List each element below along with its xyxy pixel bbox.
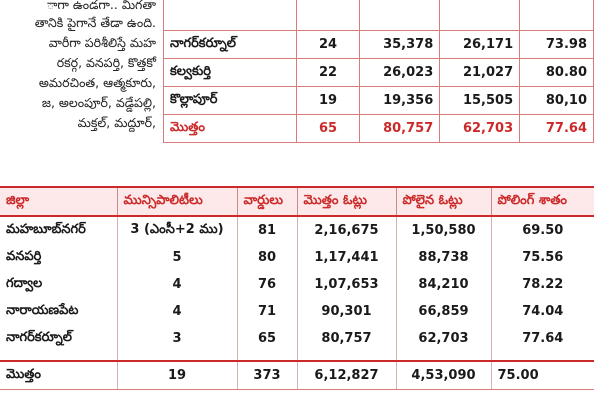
- table-row: నాగర్‌కర్నూల్ 3 65 80,757 62,703 77.64: [0, 325, 594, 352]
- article-line: రకర్గ, వనపర్తి, కొత్తకో: [56, 55, 156, 70]
- cell: 5: [117, 244, 238, 271]
- article-text-fragment: ాగా ఉండగా.. మిగతా తానికి పైగానే తేడా ఉంద…: [0, 0, 162, 165]
- cell: 15,505: [439, 86, 521, 115]
- table-row: వనపర్తి 5 80 1,17,441 88,738 75.56: [0, 244, 594, 271]
- cell: 75.56: [522, 250, 564, 265]
- cell: 19,356: [359, 86, 441, 115]
- total-row: మొత్తం 19 373 6,12,827 4,53,090 75.00: [0, 360, 594, 390]
- cell: 19: [117, 360, 238, 390]
- column-header: మున్సిపాలిటీలు: [117, 186, 238, 217]
- cell: మొత్తం: [0, 360, 118, 390]
- cell: 73.98: [519, 30, 594, 59]
- cell: 77.64: [519, 114, 594, 143]
- table-row: కల్వకుర్తి 22 26,023 21,027 80.80: [163, 58, 594, 87]
- article-line: వారీగా పరిశీలిస్తే మహ: [48, 35, 156, 50]
- cell: 77.64: [522, 331, 564, 346]
- cell: 26,023: [359, 58, 441, 87]
- cell: 75.00: [491, 360, 594, 390]
- cell: 81: [237, 216, 298, 244]
- cell: 65: [237, 325, 298, 352]
- cell: 76: [237, 271, 298, 298]
- table-row: గద్వాల 4 76 1,07,653 84,210 78.22: [0, 271, 594, 298]
- cell: 3: [117, 325, 238, 352]
- cell: నారాయణపేట: [0, 298, 118, 325]
- article-line: మక్తల్, మద్దూర్,: [77, 115, 156, 130]
- cell: 62,703: [396, 325, 492, 352]
- cell: కల్వకుర్తి: [163, 58, 297, 87]
- cell: 35,378: [359, 30, 441, 59]
- cell: 78.22: [522, 277, 564, 292]
- cell: 1,07,653: [297, 271, 397, 298]
- table-header-row: జిల్లా మున్సిపాలిటీలు వార్డులు మొత్తం ఓట…: [0, 186, 594, 217]
- cell: 71: [237, 298, 298, 325]
- cell: 90,301: [297, 298, 397, 325]
- cell: మొత్తం: [163, 114, 297, 143]
- total-row: మొత్తం 65 80,757 62,703 77.64: [163, 114, 594, 143]
- cell: 1,50,580: [396, 216, 492, 244]
- cell: 22: [296, 58, 361, 87]
- cell: 69.50: [522, 223, 564, 238]
- cell: 4: [117, 298, 238, 325]
- cell: 66,859: [396, 298, 492, 325]
- cell: మహబూబ్‌నగర్: [0, 216, 118, 244]
- column-header: వార్డులు: [237, 186, 298, 217]
- cell: గద్వాల: [0, 271, 118, 298]
- table-row: నారాయణపేట 4 71 90,301 66,859 74.04: [0, 298, 594, 325]
- cell: 19: [296, 86, 361, 115]
- cell: 24: [296, 30, 361, 59]
- cell: 65: [296, 114, 361, 143]
- table-row: మహబూబ్‌నగర్ 3 (ఎంసీ+2 ము) 81 2,16,675 1,…: [0, 216, 594, 244]
- cell: 6,12,827: [297, 360, 397, 390]
- cell: 80,757: [297, 325, 397, 352]
- article-line: ాగా ఉండగా.. మిగతా: [46, 0, 156, 12]
- table-row: కొల్లాపూర్ 19 19,356 15,505 80,10: [163, 86, 594, 115]
- cell: 4,53,090: [396, 360, 492, 390]
- cell: 62,703: [439, 114, 521, 143]
- cell: 80,757: [359, 114, 441, 143]
- column-header: మొత్తం ఓట్లు: [297, 186, 397, 217]
- column-header: పోలింగ్ శాతం: [491, 186, 594, 217]
- district-polling-table: జిల్లా మున్సిపాలిటీలు వార్డులు మొత్తం ఓట…: [0, 186, 594, 390]
- cell: 4: [117, 271, 238, 298]
- cell: నాగర్‌కర్నూల్: [0, 325, 118, 352]
- cell: 26,171: [439, 30, 521, 59]
- cell: 80,10: [519, 86, 594, 115]
- cell: 80.80: [519, 58, 594, 87]
- constituency-table: నాగర్‌కర్నూల్ 24 35,378 26,171 73.98 కల్…: [163, 0, 594, 143]
- cell: 84,210: [396, 271, 492, 298]
- column-header: జిల్లా: [0, 186, 118, 217]
- cell: వనపర్తి: [0, 244, 118, 271]
- cell: కొల్లాపూర్: [163, 86, 297, 115]
- cell: 3 (ఎంసీ+2 ము): [117, 216, 238, 244]
- table-row: నాగర్‌కర్నూల్ 24 35,378 26,171 73.98: [163, 30, 594, 59]
- cell: 21,027: [439, 58, 521, 87]
- cell: 1,17,441: [297, 244, 397, 271]
- table-row: [163, 0, 594, 31]
- cell: 373: [237, 360, 298, 390]
- article-line: అమరచింత, ఆత్మకూరు,: [38, 75, 156, 90]
- cell: 88,738: [396, 244, 492, 271]
- article-line: తానికి పైగానే తేడా ఉంది.: [34, 15, 156, 30]
- cell: 2,16,675: [297, 216, 397, 244]
- column-header: పోలైన ఓట్లు: [396, 186, 492, 217]
- cell: 80: [237, 244, 298, 271]
- article-line: జ, అలంపూర్, వడ్డేపల్లి,: [41, 95, 156, 110]
- cell: 74.04: [522, 304, 564, 319]
- cell: నాగర్‌కర్నూల్: [163, 30, 297, 59]
